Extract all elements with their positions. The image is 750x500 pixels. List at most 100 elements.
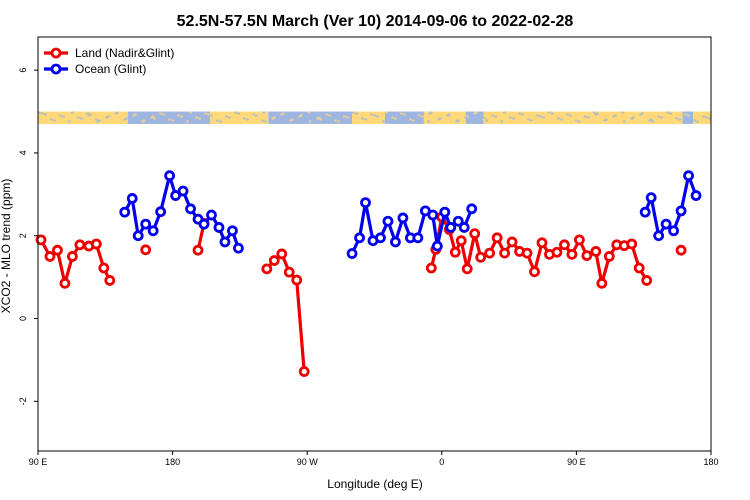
- band-ocean: [384, 111, 424, 124]
- y-tick-label: 6: [18, 68, 28, 73]
- band-land: [352, 111, 385, 124]
- band-speck: [242, 117, 246, 120]
- band-speck: [96, 120, 100, 123]
- data-point: [412, 232, 424, 244]
- data-point: [455, 235, 467, 247]
- band-speck: [186, 120, 190, 123]
- data-point: [35, 234, 47, 246]
- data-point: [506, 236, 518, 248]
- band-speck: [280, 113, 284, 116]
- data-point: [475, 251, 487, 263]
- band-speck: [630, 117, 634, 120]
- data-point: [439, 206, 451, 218]
- band-speck: [361, 117, 365, 120]
- band-speck: [307, 111, 311, 114]
- band-speck: [693, 119, 697, 122]
- band-speck: [180, 115, 184, 118]
- band-speck: [574, 119, 578, 122]
- band-speck: [233, 111, 237, 114]
- band-speck: [52, 119, 56, 122]
- band-speck: [132, 114, 136, 117]
- data-point: [268, 255, 280, 266]
- band-speck: [696, 120, 700, 123]
- band-speck: [218, 120, 222, 123]
- data-point: [140, 218, 152, 230]
- data-point: [198, 218, 210, 230]
- band-speck: [337, 120, 341, 123]
- x-tick-label: 180: [165, 457, 180, 467]
- data-point: [645, 192, 657, 204]
- band-speck: [308, 120, 312, 123]
- band-speck: [675, 117, 679, 120]
- band-speck: [518, 112, 522, 115]
- band-speck: [708, 117, 712, 120]
- band-speck: [446, 114, 450, 117]
- data-point: [52, 244, 63, 256]
- band-speck: [198, 117, 202, 120]
- data-point: [155, 206, 167, 218]
- band-speck: [189, 111, 193, 114]
- band-speck: [473, 112, 477, 115]
- legend-label: Land (Nadir&Glint): [75, 46, 174, 60]
- band-speck: [491, 114, 495, 117]
- band-speck: [105, 116, 109, 119]
- legend-marker: [50, 47, 62, 59]
- band-speck: [657, 115, 661, 118]
- data-point: [90, 238, 102, 250]
- data-point: [660, 218, 672, 230]
- data-point: [291, 274, 303, 286]
- band-speck: [49, 118, 53, 121]
- band-speck: [485, 119, 489, 122]
- band-speck: [577, 120, 581, 123]
- series-1: [119, 170, 478, 259]
- band-speck: [705, 116, 709, 119]
- data-point: [445, 222, 457, 233]
- data-point: [382, 215, 394, 227]
- legend-label: Ocean (Glint): [75, 62, 146, 76]
- band-speck: [159, 112, 163, 115]
- axes: 90 E 180 90 W 0 90 E 180 -2 0 2 4 6: [18, 36, 719, 467]
- band-speck: [94, 118, 98, 121]
- data-point: [596, 277, 608, 289]
- x-tick-label: 90 E: [29, 457, 48, 467]
- data-point: [452, 215, 464, 227]
- band-speck: [254, 114, 258, 117]
- data-point: [104, 275, 116, 286]
- band-speck: [464, 116, 468, 119]
- band-speck: [622, 120, 626, 123]
- band-speck: [195, 116, 199, 119]
- y-tick-label: 2: [18, 233, 28, 238]
- band-speck: [123, 118, 127, 121]
- data-point: [298, 366, 310, 377]
- band-speck: [38, 111, 41, 114]
- land-ocean-band: [38, 111, 712, 124]
- data-point: [431, 240, 443, 252]
- band-speck: [583, 115, 587, 118]
- band-speck: [236, 112, 240, 115]
- band-speck: [512, 117, 516, 120]
- data-point: [227, 225, 238, 237]
- data-point: [690, 190, 702, 201]
- band-speck: [408, 118, 412, 121]
- data-point: [626, 238, 638, 250]
- data-point: [346, 248, 358, 259]
- band-speck: [177, 114, 181, 117]
- band-speck: [43, 113, 47, 116]
- band-speck: [87, 114, 91, 117]
- band-speck: [494, 115, 498, 118]
- band-speck: [568, 114, 572, 117]
- data-point: [375, 232, 386, 244]
- y-tick-label: 4: [18, 150, 28, 155]
- band-land: [483, 111, 683, 124]
- legend-marker: [50, 63, 62, 75]
- data-point: [466, 203, 478, 215]
- band-speck: [352, 111, 356, 114]
- legend: Land (Nadir&Glint) Ocean (Glint): [44, 46, 174, 76]
- band-speck: [263, 120, 267, 123]
- band-speck: [298, 115, 302, 118]
- data-point: [147, 225, 159, 237]
- band-speck: [40, 112, 44, 115]
- band-speck: [420, 115, 424, 118]
- band-speck: [428, 112, 432, 115]
